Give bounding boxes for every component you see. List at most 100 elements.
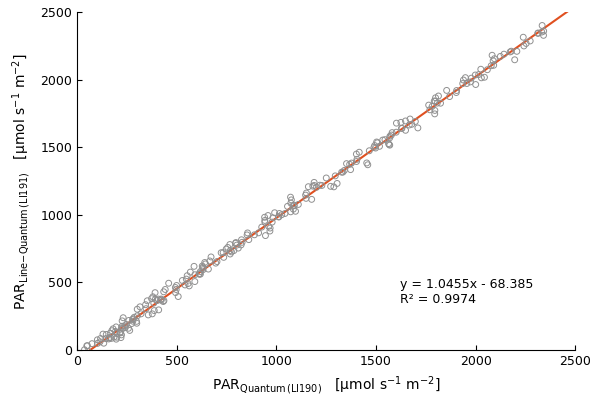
- Point: [158, 298, 168, 305]
- Point: [157, 296, 166, 302]
- Point: [98, 331, 108, 337]
- Point: [301, 192, 310, 198]
- Point: [142, 298, 152, 304]
- Point: [365, 147, 374, 154]
- Point: [372, 140, 382, 146]
- Point: [184, 282, 194, 289]
- Point: [387, 132, 396, 138]
- Point: [177, 277, 187, 284]
- Point: [231, 239, 241, 246]
- Point: [315, 182, 324, 188]
- Point: [141, 305, 151, 312]
- Point: [310, 179, 319, 186]
- Point: [277, 211, 286, 218]
- Point: [196, 271, 205, 278]
- Point: [109, 334, 119, 340]
- Point: [104, 336, 113, 342]
- Point: [225, 251, 235, 257]
- Point: [321, 175, 331, 181]
- Point: [283, 203, 292, 210]
- Point: [198, 264, 208, 270]
- Point: [237, 236, 246, 243]
- Point: [431, 94, 440, 101]
- Point: [243, 232, 252, 238]
- Point: [302, 190, 311, 196]
- Point: [200, 259, 209, 266]
- Point: [180, 282, 190, 288]
- Point: [499, 51, 509, 57]
- Point: [201, 260, 211, 267]
- Point: [486, 62, 496, 69]
- Point: [506, 48, 516, 55]
- Point: [432, 100, 442, 106]
- Point: [237, 242, 246, 248]
- Point: [413, 125, 423, 131]
- Point: [229, 247, 238, 254]
- Point: [171, 289, 180, 296]
- Point: [135, 304, 145, 310]
- Point: [406, 116, 415, 122]
- Point: [263, 212, 273, 219]
- Point: [267, 219, 277, 225]
- Point: [117, 325, 126, 331]
- Point: [539, 32, 549, 39]
- Point: [206, 254, 216, 260]
- Point: [340, 167, 349, 174]
- Point: [362, 160, 371, 166]
- Point: [225, 241, 235, 248]
- Point: [260, 217, 270, 224]
- Point: [294, 201, 303, 208]
- Point: [274, 213, 283, 220]
- Point: [265, 228, 275, 234]
- Point: [370, 142, 380, 149]
- Point: [144, 312, 153, 318]
- Point: [111, 324, 121, 330]
- Point: [505, 49, 515, 55]
- Point: [257, 224, 266, 230]
- Point: [330, 173, 340, 179]
- Point: [424, 102, 433, 108]
- Point: [82, 343, 91, 349]
- Point: [470, 72, 480, 78]
- Point: [436, 100, 445, 107]
- Point: [461, 74, 470, 81]
- Point: [304, 184, 313, 190]
- Point: [371, 145, 380, 151]
- Point: [96, 335, 106, 342]
- Point: [147, 295, 157, 302]
- Point: [132, 306, 142, 313]
- Point: [107, 335, 116, 341]
- Point: [82, 354, 91, 360]
- Point: [109, 326, 118, 332]
- Point: [154, 306, 164, 313]
- Point: [375, 143, 384, 150]
- Point: [107, 328, 117, 334]
- Point: [205, 258, 215, 264]
- Point: [117, 332, 126, 338]
- Point: [490, 55, 499, 62]
- Point: [332, 180, 342, 187]
- Point: [231, 240, 240, 247]
- Point: [112, 330, 122, 336]
- Point: [104, 334, 114, 341]
- Point: [79, 346, 89, 353]
- Point: [234, 245, 243, 252]
- Point: [396, 119, 406, 126]
- Point: [352, 158, 361, 165]
- Point: [342, 160, 351, 167]
- Point: [195, 271, 204, 277]
- Point: [442, 87, 451, 94]
- Point: [87, 340, 97, 347]
- Point: [127, 320, 136, 327]
- X-axis label: PAR$_{\mathregular{Quantum\,(LI190)}}$   $[\mathregular{\mu mol\ s^{-1}\ m^{-2}}: PAR$_{\mathregular{Quantum\,(LI190)}}$ $…: [212, 375, 441, 397]
- Point: [190, 278, 200, 285]
- Point: [407, 121, 416, 127]
- Point: [338, 169, 347, 175]
- Point: [244, 236, 254, 243]
- Point: [266, 225, 275, 231]
- Point: [104, 335, 114, 341]
- Point: [452, 87, 461, 94]
- Point: [117, 317, 127, 324]
- Point: [286, 194, 295, 200]
- Point: [125, 327, 135, 334]
